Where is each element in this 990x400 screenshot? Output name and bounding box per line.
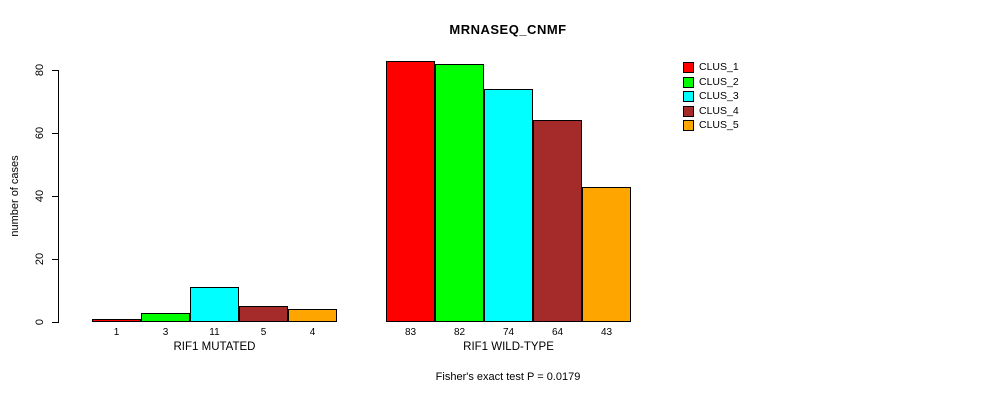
legend-label: CLUS_3 — [699, 90, 739, 102]
bar-clus_2-group1 — [141, 313, 190, 322]
legend-label: CLUS_2 — [699, 76, 739, 88]
bar-clus_2-group2 — [435, 64, 484, 322]
bar-clus_1-group2 — [386, 61, 435, 322]
bar-value-label: 1 — [113, 327, 120, 338]
bar-value-label: 64 — [551, 327, 564, 338]
bar-clus_3-group2 — [484, 89, 533, 322]
bar-value-label: 5 — [260, 327, 267, 338]
bar-value-label: 43 — [600, 327, 613, 338]
y-tick-mark — [52, 322, 58, 323]
bar-clus_1-group1 — [92, 319, 141, 322]
legend-swatch-icon — [683, 105, 694, 117]
legend-swatch-icon — [683, 119, 694, 131]
bar-value-label: 74 — [502, 327, 515, 338]
group-label-2: RIF1 WILD-TYPE — [463, 341, 554, 353]
legend-swatch-icon — [683, 90, 694, 102]
bar-clus_3-group1 — [190, 287, 239, 322]
bar-clus_5-group2 — [582, 187, 631, 322]
legend-label: CLUS_5 — [699, 119, 739, 131]
legend-swatch-icon — [683, 61, 694, 73]
bar-value-label: 83 — [404, 327, 417, 338]
legend-item-clus_5: CLUS_5 — [683, 119, 739, 131]
bar-value-label: 82 — [453, 327, 466, 338]
bar-value-label: 3 — [162, 327, 169, 338]
bar-clus_4-group1 — [239, 306, 288, 322]
legend-swatch-icon — [683, 76, 694, 88]
y-axis-line — [58, 70, 59, 323]
legend-label: CLUS_1 — [699, 61, 739, 73]
y-tick-mark — [52, 259, 58, 260]
statistics-annotation: Fisher's exact test P = 0.0179 — [435, 371, 581, 383]
bar-value-label: 4 — [309, 327, 316, 338]
legend-item-clus_3: CLUS_3 — [683, 90, 739, 102]
legend-item-clus_1: CLUS_1 — [683, 61, 739, 73]
legend-item-clus_4: CLUS_4 — [683, 105, 739, 117]
y-tick-mark — [52, 133, 58, 134]
group-label-1: RIF1 MUTATED — [173, 341, 256, 353]
chart-title: MRNASEQ_CNMF — [449, 22, 567, 37]
y-tick-mark — [52, 70, 58, 71]
bar-clus_5-group1 — [288, 309, 337, 322]
legend-label: CLUS_4 — [699, 105, 739, 117]
legend-item-clus_2: CLUS_2 — [683, 76, 739, 88]
y-tick-mark — [52, 196, 58, 197]
bar-value-label: 11 — [209, 327, 220, 338]
bar-clus_4-group2 — [533, 120, 582, 322]
